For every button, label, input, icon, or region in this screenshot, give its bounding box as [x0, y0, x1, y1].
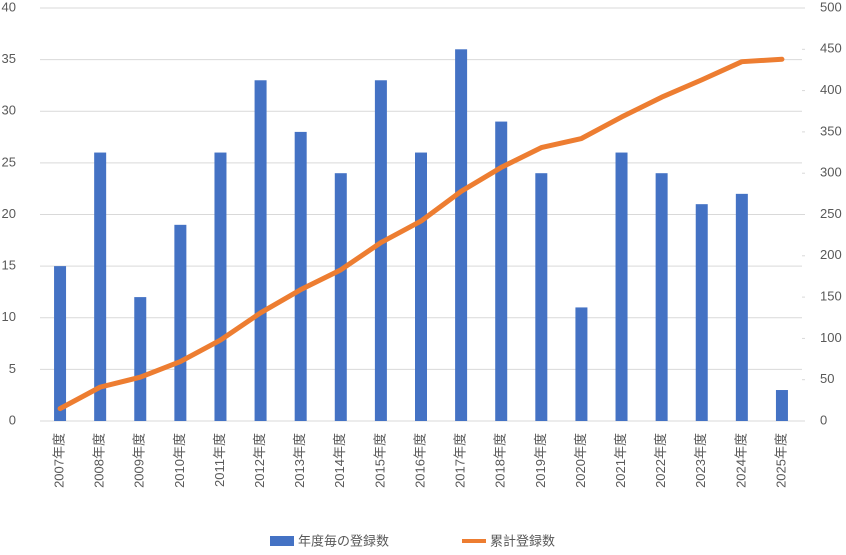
y2-tick-label: 50 [820, 371, 834, 386]
bar [334, 173, 347, 421]
x-tick-label: 2010年度 [172, 433, 187, 488]
y2-tick-label: 100 [820, 330, 842, 345]
y2-tick-label: 200 [820, 247, 842, 262]
x-tick-label: 2014年度 [332, 433, 347, 488]
legend-label: 累計登録数 [490, 533, 555, 548]
y2-tick-label: 250 [820, 206, 842, 221]
bar [575, 307, 588, 421]
x-tick-label: 2020年度 [573, 433, 588, 488]
y2-tick-label: 400 [820, 82, 842, 97]
bar [615, 152, 628, 422]
x-tick-label: 2017年度 [453, 433, 468, 488]
y-tick-label: 30 [2, 103, 16, 118]
x-tick-label: 2022年度 [653, 433, 668, 488]
bar [254, 80, 267, 422]
bar [294, 131, 307, 421]
legend-label: 年度毎の登録数 [298, 533, 389, 548]
y-tick-label: 5 [9, 361, 16, 376]
y-tick-label: 20 [2, 206, 16, 221]
x-tick-label: 2023年度 [693, 433, 708, 488]
y2-tick-label: 150 [820, 289, 842, 304]
x-tick-label: 2019年度 [533, 433, 548, 488]
x-tick-label: 2016年度 [412, 433, 427, 488]
y-tick-label: 25 [2, 154, 16, 169]
bar [695, 204, 708, 421]
bar [174, 224, 187, 421]
x-tick-label: 2007年度 [51, 433, 66, 488]
x-tick-label: 2013年度 [292, 433, 307, 488]
bar [495, 121, 508, 421]
bar [214, 152, 227, 422]
x-tick-label: 2025年度 [773, 433, 788, 488]
y2-tick-label: 350 [820, 123, 842, 138]
x-tick-label: 2024年度 [733, 433, 748, 488]
line [57, 56, 785, 412]
y-tick-label: 10 [2, 309, 16, 324]
x-tick-label: 2018年度 [493, 433, 508, 488]
bar [455, 49, 468, 422]
y2-tick-label: 450 [820, 41, 842, 56]
bar [775, 390, 788, 421]
bar [54, 266, 67, 421]
y2-tick-label: 300 [820, 165, 842, 180]
bar [415, 152, 427, 422]
y-tick-label: 35 [2, 51, 16, 66]
bar [735, 193, 748, 421]
legend-swatch [270, 536, 294, 546]
y-tick-label: 15 [2, 258, 16, 273]
x-tick-label: 2009年度 [132, 433, 147, 488]
bar [94, 152, 107, 422]
y-tick-label: 40 [2, 0, 16, 14]
y2-tick-label: 500 [820, 0, 842, 14]
x-tick-label: 2012年度 [252, 433, 267, 488]
bar [535, 173, 548, 421]
bar [374, 80, 387, 422]
y2-tick-label: 0 [820, 412, 827, 427]
bar [134, 297, 147, 421]
bar [655, 173, 668, 421]
x-tick-label: 2008年度 [92, 433, 107, 488]
x-tick-label: 2011年度 [212, 433, 227, 487]
x-tick-label: 2021年度 [613, 433, 628, 488]
y-tick-label: 0 [9, 412, 16, 427]
x-tick-label: 2015年度 [372, 433, 387, 488]
